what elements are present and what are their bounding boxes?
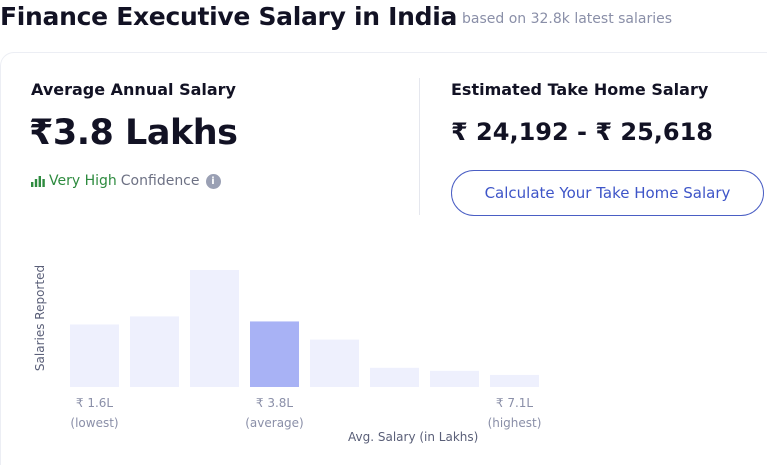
histogram-bar[interactable]	[190, 270, 239, 387]
x-tick-caption: (average)	[245, 416, 304, 430]
chart-x-axis-label: Avg. Salary (in Lakhs)	[348, 430, 479, 444]
salary-card	[0, 52, 767, 465]
chart-y-axis-label: Salaries Reported	[33, 264, 47, 372]
x-tick-label: ₹ 7.1L (highest)	[475, 395, 555, 431]
x-tick-caption: (highest)	[487, 416, 542, 430]
histogram-bar[interactable]	[130, 316, 179, 387]
histogram-bar[interactable]	[310, 339, 359, 387]
take-home-range: ₹ 24,192 - ₹ 25,618	[451, 118, 714, 146]
x-tick-label: ₹ 1.6L (lowest)	[55, 395, 135, 431]
take-home-heading: Estimated Take Home Salary	[451, 80, 709, 99]
histogram-bar-average[interactable]	[250, 321, 299, 387]
x-tick-value: ₹ 3.8L	[255, 396, 294, 410]
info-icon[interactable]: i	[205, 173, 221, 189]
average-salary-heading: Average Annual Salary	[31, 80, 236, 99]
page-subtitle: based on 32.8k latest salaries	[462, 11, 673, 27]
confidence-label: Confidence	[120, 173, 200, 189]
section-divider	[419, 78, 420, 215]
x-tick-value: ₹ 1.6L	[75, 396, 114, 410]
page-title: Finance Executive Salary in India	[0, 2, 458, 31]
x-tick-label: ₹ 3.8L (average)	[235, 395, 315, 431]
confidence-indicator: Very High Confidence i	[31, 173, 221, 189]
histogram-bar[interactable]	[490, 374, 539, 387]
x-tick-value: ₹ 7.1L	[495, 396, 534, 410]
histogram-bar[interactable]	[70, 324, 119, 387]
histogram-bar[interactable]	[430, 370, 479, 387]
confidence-level: Very High	[49, 173, 117, 189]
histogram-bar[interactable]	[370, 367, 419, 387]
x-tick-caption: (lowest)	[70, 416, 119, 430]
average-salary-value: ₹3.8 Lakhs	[29, 113, 238, 153]
signal-bars-icon	[31, 176, 45, 187]
calculate-take-home-button[interactable]: Calculate Your Take Home Salary	[451, 170, 764, 216]
